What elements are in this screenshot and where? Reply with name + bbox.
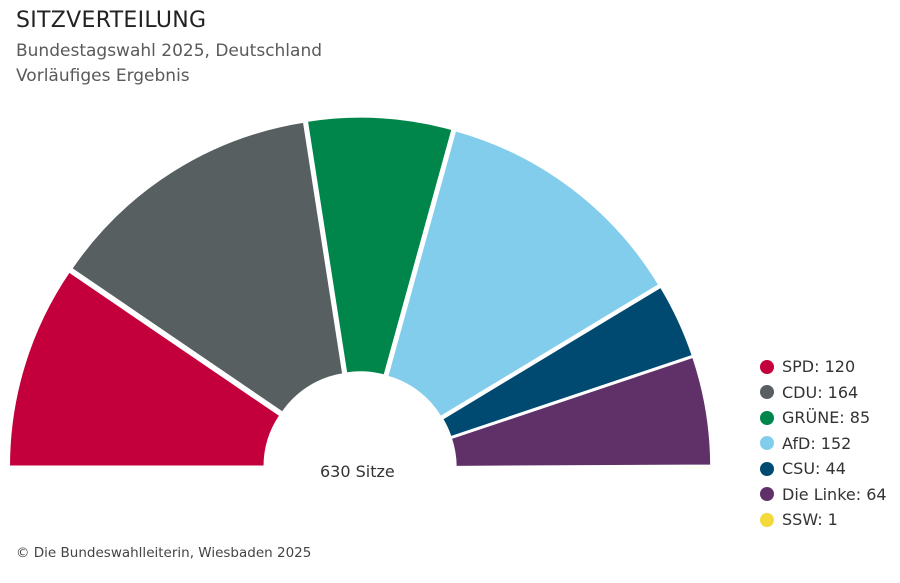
legend-label: GRÜNE: 85 xyxy=(782,408,871,428)
total-seats-label: 630 Sitze xyxy=(320,462,395,481)
legend-label: CDU: 164 xyxy=(782,382,859,402)
legend-item: AfD: 152 xyxy=(760,431,887,457)
legend-swatch xyxy=(760,436,774,451)
legend-swatch xyxy=(760,359,774,374)
legend-label: SPD: 120 xyxy=(782,357,856,377)
seat-segment-afd xyxy=(386,129,660,418)
legend-swatch xyxy=(760,410,774,425)
legend-item: CDU: 164 xyxy=(760,380,887,406)
legend-swatch xyxy=(760,512,774,527)
legend-label: CSU: 44 xyxy=(782,459,846,479)
legend-item: Die Linke: 64 xyxy=(760,482,887,508)
legend-item: GRÜNE: 85 xyxy=(760,405,887,431)
seat-segment-spd xyxy=(8,270,281,467)
legend-swatch xyxy=(760,487,774,502)
credit-line: © Die Bundeswahlleiterin, Wiesbaden 2025 xyxy=(16,545,312,561)
legend-item: CSU: 44 xyxy=(760,456,887,482)
seat-segment-csu xyxy=(441,286,694,438)
seat-segment-die-linke xyxy=(450,356,712,468)
legend-label: AfD: 152 xyxy=(782,433,852,453)
chart-note: Vorläufiges Ergebnis xyxy=(16,66,190,86)
chart-title: SITZVERTEILUNG xyxy=(16,8,207,33)
chart-subtitle: Bundestagswahl 2025, Deutschland xyxy=(16,41,323,61)
legend-swatch xyxy=(760,461,774,476)
legend-item: SPD: 120 xyxy=(760,354,887,380)
legend: SPD: 120 CDU: 164 GRÜNE: 85 AfD: 152 CSU: 44… xyxy=(760,354,887,533)
legend-label: Die Linke: 64 xyxy=(782,484,887,504)
seat-segment-cdu xyxy=(70,121,344,414)
legend-swatch xyxy=(760,385,774,400)
seat-segment-ssw xyxy=(455,465,712,469)
seat-segment-gruene xyxy=(306,116,454,377)
legend-label: SSW: 1 xyxy=(782,510,838,530)
legend-item: SSW: 1 xyxy=(760,507,887,533)
